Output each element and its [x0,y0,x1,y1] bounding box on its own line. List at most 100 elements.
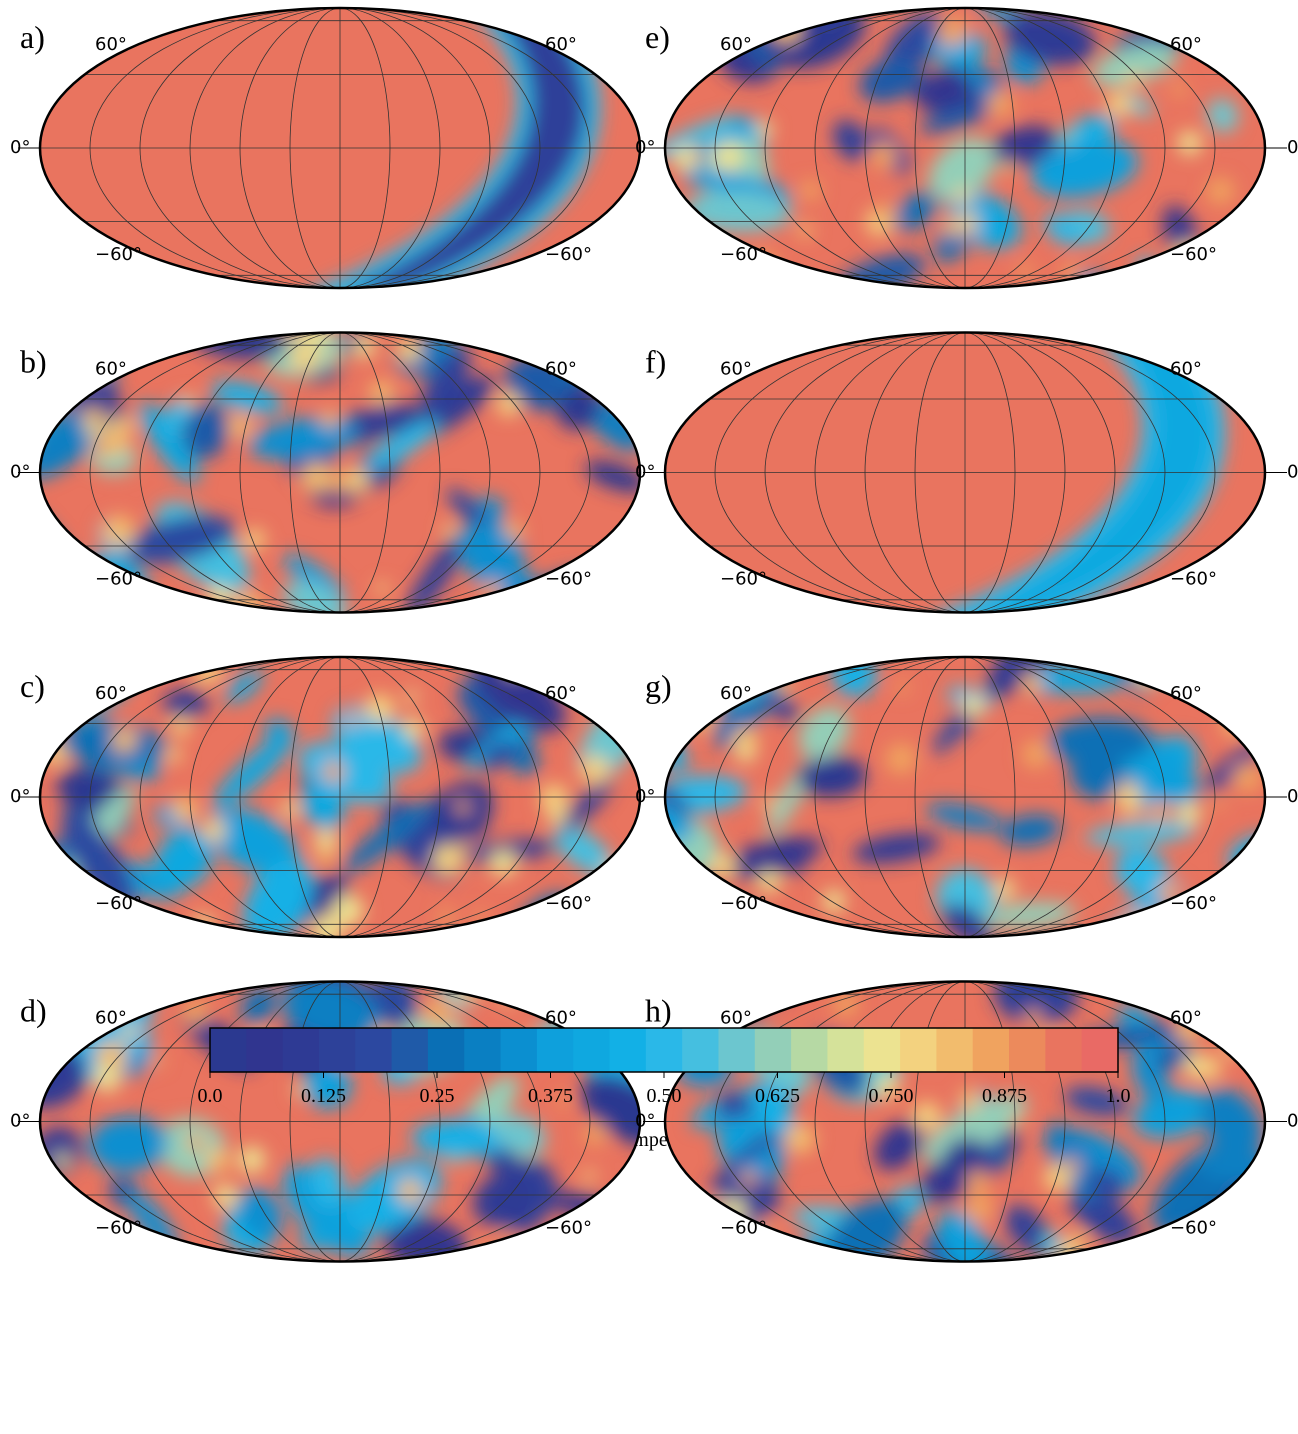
blob [708,1120,791,1194]
meridian [764,657,966,937]
lat-label: 0° [10,1111,30,1132]
lat-label: 0° [1287,786,1298,807]
meridian [964,657,1216,937]
warm-spot [672,911,701,937]
colorbar-tick-label: 1.0 [1106,1085,1131,1107]
lat-label: −60° [720,244,767,265]
blob [494,1115,546,1154]
colorbar-swatch [1009,1028,1046,1072]
warm-spot [455,800,470,815]
warm-spot [683,684,705,705]
panel-label: a) [20,19,45,55]
warm-spot [936,16,968,47]
lat-label: 0° [10,786,30,807]
blob [1085,821,1197,846]
blob [40,908,62,937]
lat-label: 0° [635,137,655,158]
colorbar-swatch [391,1028,429,1072]
blob [941,1137,987,1181]
blob [283,1165,371,1257]
warm-spot [59,1212,91,1244]
warm-spot [316,851,335,869]
warm-spot [736,743,756,763]
warm-spot [148,1052,164,1068]
colorbar-tick-label: 0.625 [755,1085,800,1107]
meridian [139,332,341,613]
meridian [964,657,1066,937]
meridian [339,8,441,288]
meridian [339,332,441,613]
colorbar-swatch [682,1028,719,1072]
meridian [964,981,1166,1262]
warm-spot [86,424,101,439]
meridian [189,657,341,937]
warm-spot [1124,74,1139,89]
blob [1115,847,1170,900]
warm-spot [1223,1225,1243,1244]
blob [364,419,440,471]
warm-spot [1227,657,1259,685]
blob [1204,744,1260,792]
panel-label: d) [20,993,47,1029]
meridian [339,981,491,1262]
meridian [139,981,341,1262]
blob [183,403,229,460]
warm-spot [1206,177,1234,205]
meridian [339,332,591,613]
warm-spot [1026,1008,1042,1025]
meridian [964,8,1066,288]
blob [937,1211,990,1262]
meridian [714,8,966,288]
warm-spot [369,380,394,405]
blob [1220,241,1265,288]
blob [473,1172,535,1227]
lat-label: −60° [720,1218,767,1239]
meridian [289,8,341,288]
meridian [814,657,966,937]
warm-spot [121,1023,138,1040]
blob [125,515,235,564]
meridian [189,8,341,288]
warm-spot [289,341,320,372]
warm-spot [182,394,196,408]
blob [213,731,295,809]
warm-spot [964,1193,994,1223]
blob [1228,8,1265,41]
colorbar-swatch [645,1028,683,1072]
blob [665,782,692,814]
lat-label: 60° [1170,683,1202,704]
warm-spot [1205,8,1225,26]
meridian [339,981,391,1262]
lat-label: 60° [720,359,752,380]
meridian [339,657,591,937]
warm-spot [459,839,473,853]
warm-spot [1232,763,1262,792]
lat-label: −60° [1170,244,1217,265]
warm-spot [293,1084,306,1097]
meridian [339,8,391,288]
warm-spot [966,1170,990,1194]
warm-spot [943,217,962,237]
warm-spot [962,694,985,717]
meridian [964,332,1016,613]
slab-edge [932,332,1226,613]
warm-spot [1137,911,1156,929]
warm-spot [608,569,625,585]
warm-spot [345,712,360,727]
colorbar-swatch [318,1028,356,1072]
map [40,981,640,1262]
blob [236,1187,283,1240]
meridian [139,8,341,288]
warm-spot [1148,801,1170,822]
warm-spot [1189,8,1208,26]
blob [665,1209,691,1248]
blob [714,837,823,879]
warm-spot [785,1123,816,1154]
warm-spot [758,870,781,893]
warm-spot [505,521,523,540]
colorbar-swatch [827,1028,865,1072]
meridian [964,332,1066,613]
warm-spot [328,352,341,365]
blob [1004,10,1096,66]
colorbar-tick-label: 0.125 [301,1085,346,1107]
